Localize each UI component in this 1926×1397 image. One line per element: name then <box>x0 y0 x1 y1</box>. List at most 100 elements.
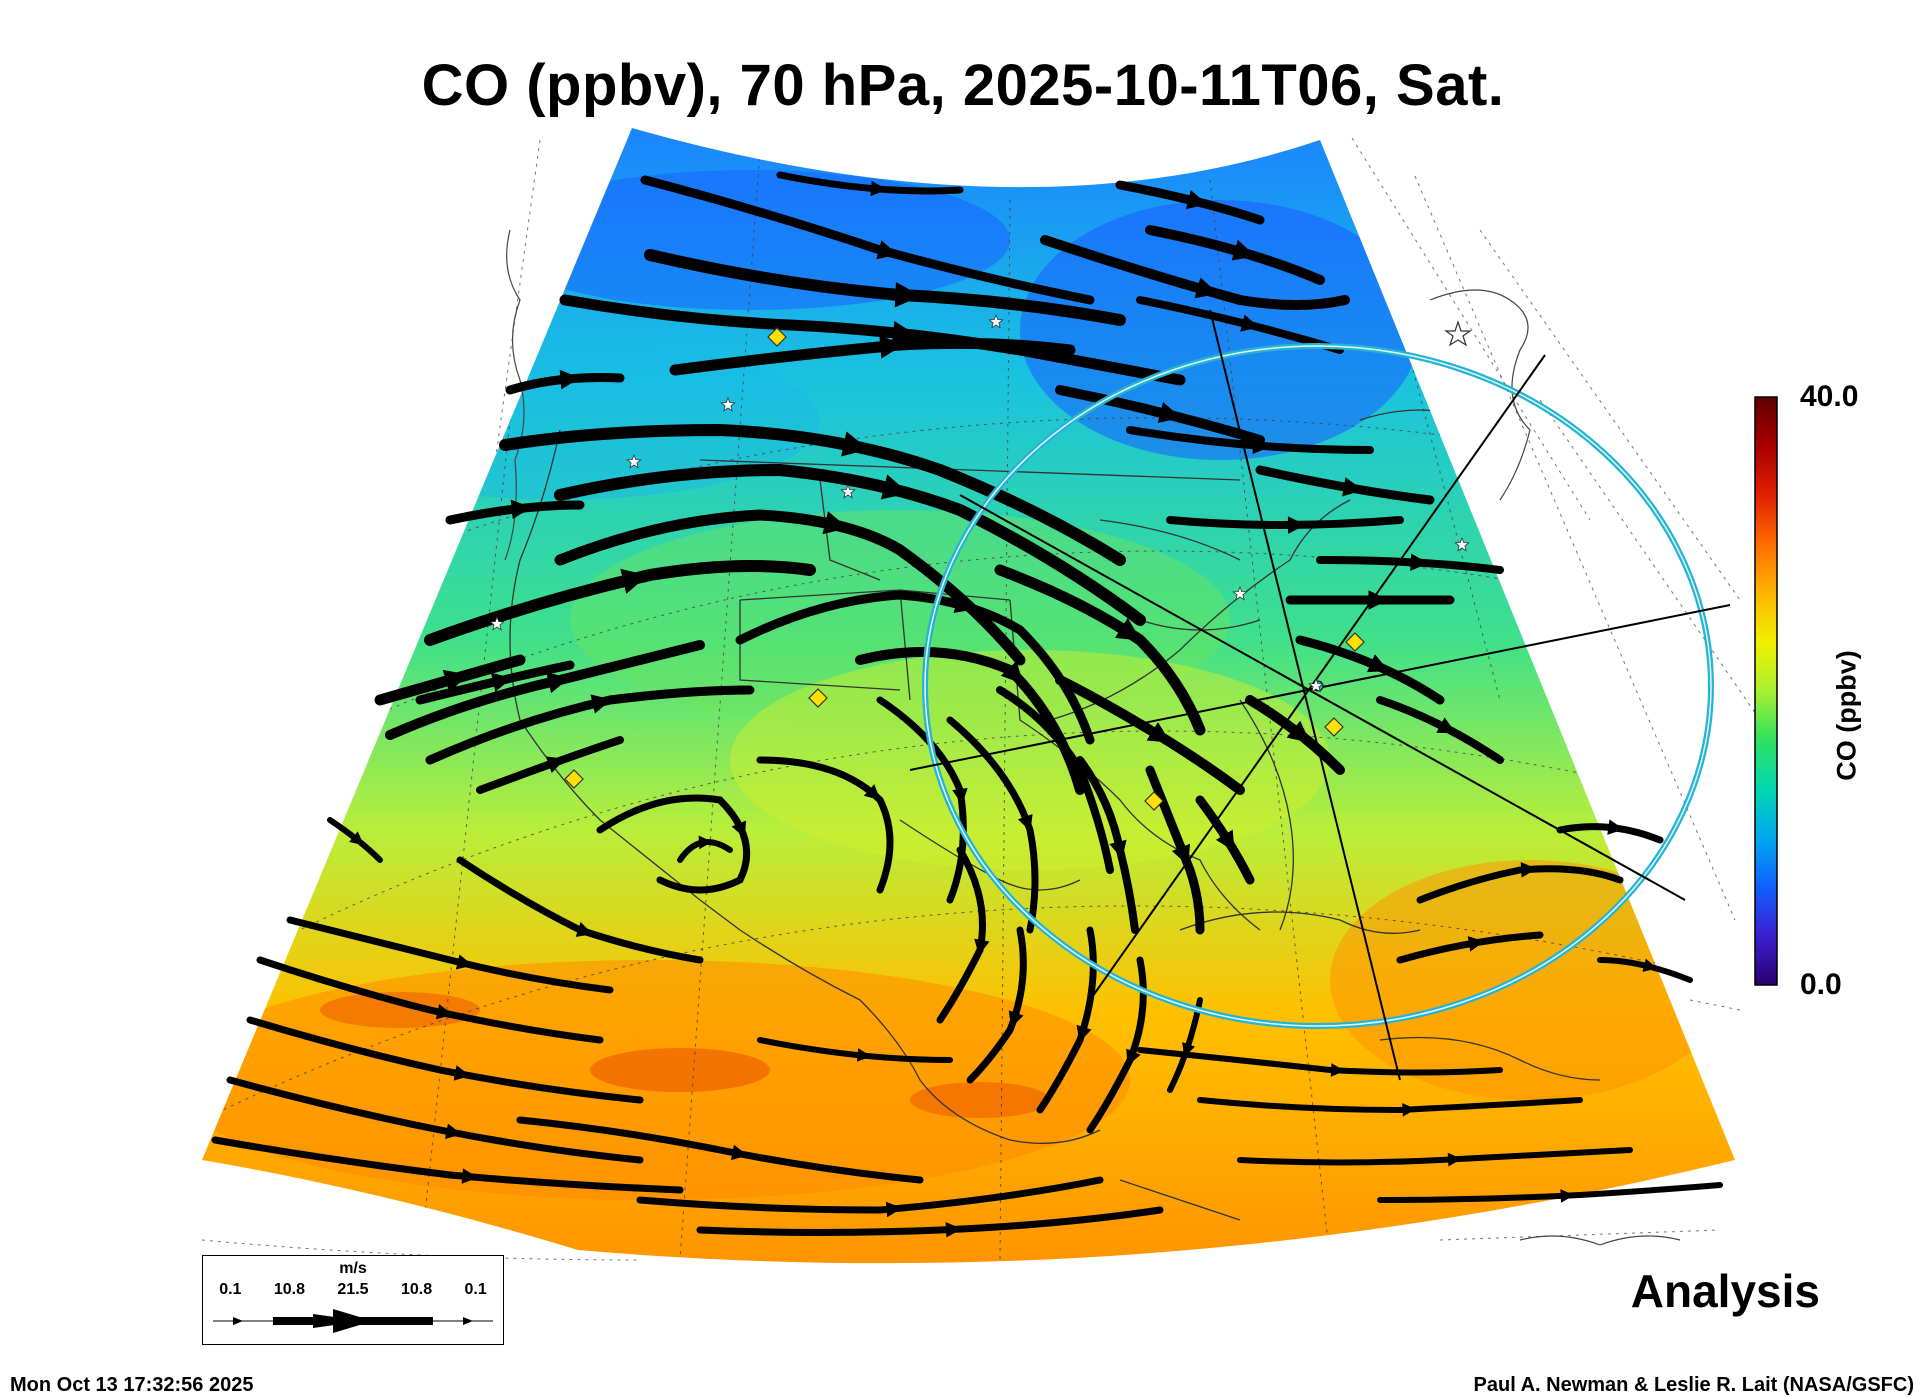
streamline <box>1126 426 1374 454</box>
streamline-arrowhead <box>1146 722 1171 743</box>
colorbar-min-label: 0.0 <box>1800 968 1842 1001</box>
streamline-arrowhead <box>1171 843 1191 866</box>
red-spot-2 <box>910 1082 1050 1118</box>
streamline-arrowhead <box>1240 314 1260 332</box>
streamline-arrowhead <box>856 1048 872 1062</box>
streamline-arrowhead <box>590 694 612 714</box>
trajectory-overlay <box>909 309 1731 1081</box>
star-marker <box>988 313 1004 329</box>
red-spot-3 <box>320 992 480 1028</box>
streamline-arrowhead <box>545 756 566 774</box>
streamline-arrowhead <box>841 431 869 457</box>
streamline <box>499 423 1126 566</box>
streamline-arrowhead <box>546 672 570 694</box>
streamline-arrowhead <box>822 511 849 535</box>
hollow-star-marker <box>1444 320 1472 347</box>
streamline-arrowhead <box>945 1221 962 1238</box>
streamline <box>516 1116 924 1184</box>
streamline-arrowhead <box>349 831 365 846</box>
streamline-arrowhead <box>490 672 513 692</box>
streamline-arrowhead <box>620 568 649 594</box>
streamline <box>757 1037 953 1063</box>
streamline <box>246 1016 644 1104</box>
streamline-arrowhead <box>1287 516 1306 534</box>
wind-speed-legend: m/s 0.1 10.8 21.5 10.8 0.1 <box>202 1255 504 1345</box>
streamline-arrowhead <box>879 335 904 359</box>
map-title: CO (ppbv), 70 hPa, 2025-10-11T06, Sat. <box>421 53 1505 118</box>
wind-legend-value: 0.1 <box>464 1281 487 1298</box>
star-marker <box>840 483 856 499</box>
streamline-arrowhead <box>952 787 968 805</box>
streamline-arrowhead <box>731 1144 748 1161</box>
streamline-arrowhead <box>1126 1048 1141 1067</box>
streamline-arrowhead <box>1330 1063 1345 1077</box>
streamline-arrowhead <box>510 499 532 520</box>
streamline-arrowhead <box>1436 717 1457 734</box>
streamline <box>1040 235 1350 310</box>
star-marker <box>489 615 505 631</box>
wind-legend-values: 0.1 10.8 21.5 10.8 0.1 <box>203 1281 503 1299</box>
streamline-arrowhead <box>885 1201 903 1218</box>
wind-legend-unit: m/s <box>339 1260 367 1277</box>
streamline-arrowhead <box>1252 436 1271 455</box>
streamline-arrowhead <box>1114 618 1142 641</box>
outer-land-outline <box>504 229 1681 1246</box>
streamline <box>226 1076 644 1164</box>
diamond-markers <box>564 327 1365 811</box>
streamline-arrowhead <box>1467 936 1485 952</box>
streamline <box>211 1136 684 1194</box>
streamline-arrowhead <box>1231 239 1256 261</box>
diamond-marker <box>1324 717 1344 737</box>
credit: Paul A. Newman & Leslie R. Lait (NASA/GS… <box>1473 1374 1914 1396</box>
streamline-arrowhead <box>461 1168 478 1184</box>
streamline-arrowhead <box>1560 1189 1575 1203</box>
star-marker <box>1232 585 1248 601</box>
streamline-arrowhead <box>1070 764 1088 785</box>
streamline-arrowhead <box>1447 1152 1462 1167</box>
streamline-arrowhead <box>1410 553 1429 572</box>
star-marker <box>720 396 736 412</box>
streamline <box>559 294 1186 386</box>
yellow-green-center <box>730 650 1330 870</box>
star-marker <box>1454 536 1470 552</box>
analysis-label: Analysis <box>1630 1265 1820 1317</box>
streamline-arrowhead <box>1402 1103 1417 1117</box>
streamline-arrowhead <box>1286 720 1311 743</box>
wind-legend-value: 21.5 <box>337 1281 369 1298</box>
streamline-arrowhead <box>559 369 581 390</box>
streamline-arrowhead <box>1109 839 1127 859</box>
streamline <box>554 463 1146 626</box>
streamline-arrowhead <box>1520 862 1537 878</box>
streamline-arrowhead <box>1607 819 1624 835</box>
streamline-arrowhead <box>870 180 887 197</box>
orange-east <box>1330 860 1730 1100</box>
streamline <box>1237 1147 1633 1166</box>
wind-legend-value: 0.1 <box>219 1281 242 1298</box>
red-spot-1 <box>590 1048 770 1092</box>
diamond-marker <box>564 769 584 789</box>
colorbar-fill <box>1754 396 1778 986</box>
streamline-arrowhead <box>1008 1010 1024 1028</box>
star-markers <box>489 313 1470 693</box>
colorbar-unit-label: CO (ppbv) <box>1831 650 1862 781</box>
streamline <box>1376 696 1504 764</box>
streamline <box>966 926 1027 1084</box>
streamline-arrowhead <box>1342 477 1364 497</box>
streamline <box>1137 1047 1503 1076</box>
diamond-marker <box>808 688 828 708</box>
streamline-arrowhead <box>1017 814 1033 832</box>
wind-legend-arrow-icon <box>213 1309 493 1333</box>
streamline <box>1166 516 1404 529</box>
streamline-arrowhead <box>1182 1042 1196 1058</box>
streamline-arrowhead <box>863 784 881 801</box>
streamline-arrowhead <box>731 820 747 838</box>
streamline <box>696 1206 1164 1236</box>
streamline <box>1197 1097 1583 1114</box>
streamline <box>1416 865 1624 904</box>
streamline <box>1055 675 1245 795</box>
streamline <box>1055 385 1265 445</box>
streamline-arrowhead <box>1366 654 1389 673</box>
streamline-arrowhead <box>1000 660 1024 685</box>
streamline <box>256 956 604 1044</box>
